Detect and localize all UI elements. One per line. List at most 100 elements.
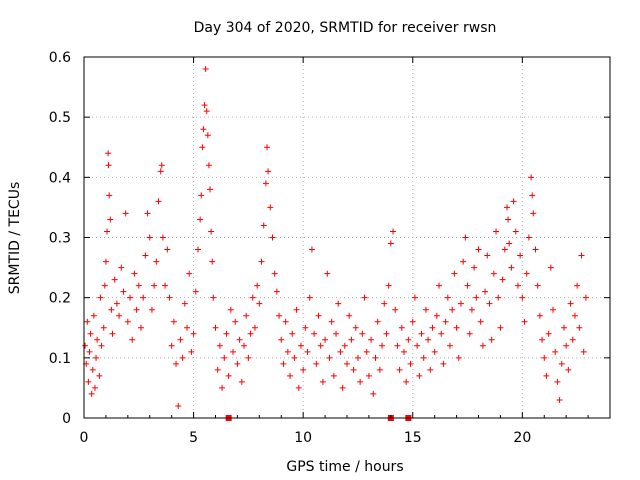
data-point bbox=[440, 360, 447, 367]
chart-title: Day 304 of 2020, SRMTID for receiver rws… bbox=[194, 20, 497, 36]
data-point bbox=[204, 132, 211, 139]
data-point bbox=[468, 306, 475, 313]
data-point bbox=[284, 348, 291, 355]
data-point bbox=[230, 348, 237, 355]
x-axis-label: GPS time / hours bbox=[286, 459, 403, 475]
data-point bbox=[529, 192, 536, 199]
x-tick-label: 10 bbox=[294, 430, 312, 446]
data-point bbox=[124, 318, 131, 325]
data-point bbox=[186, 270, 193, 277]
data-point bbox=[289, 330, 296, 337]
data-point bbox=[344, 360, 350, 367]
data-point bbox=[525, 234, 532, 241]
data-point bbox=[98, 342, 105, 349]
data-point bbox=[517, 252, 524, 259]
data-point bbox=[354, 354, 361, 361]
data-point bbox=[166, 294, 173, 301]
data-point bbox=[300, 366, 307, 373]
data-point bbox=[225, 372, 232, 379]
y-tick-label: 0.6 bbox=[49, 50, 71, 66]
data-point bbox=[346, 312, 353, 319]
data-point bbox=[503, 204, 510, 211]
data-point bbox=[155, 198, 162, 205]
data-point bbox=[493, 228, 500, 235]
data-point bbox=[109, 330, 116, 337]
data-point bbox=[365, 372, 372, 379]
axis-ticks: 0 0.1 0.2 0.3 0.4 0.5 0.6 0 5 10 15 20 bbox=[49, 50, 611, 446]
data-point bbox=[192, 288, 199, 295]
data-point bbox=[552, 348, 559, 355]
data-point bbox=[447, 342, 454, 349]
data-point bbox=[207, 186, 214, 193]
data-point bbox=[234, 360, 241, 367]
data-point bbox=[436, 282, 443, 289]
grid-lines bbox=[84, 57, 610, 418]
data-point bbox=[433, 312, 440, 319]
data-point bbox=[457, 300, 464, 307]
x-tick-label: 15 bbox=[404, 430, 422, 446]
data-point bbox=[177, 336, 184, 343]
data-point bbox=[232, 318, 239, 325]
data-point bbox=[287, 372, 294, 379]
data-point bbox=[414, 342, 421, 349]
data-point bbox=[106, 192, 113, 199]
data-point bbox=[563, 342, 570, 349]
data-point bbox=[273, 288, 280, 295]
data-point bbox=[337, 348, 344, 355]
data-point bbox=[84, 318, 91, 325]
data-point bbox=[236, 336, 243, 343]
data-point bbox=[157, 168, 164, 175]
data-point bbox=[168, 342, 175, 349]
data-point bbox=[475, 246, 482, 253]
data-point bbox=[111, 276, 118, 283]
data-point bbox=[449, 306, 456, 313]
data-point bbox=[262, 180, 269, 187]
data-point bbox=[170, 318, 177, 325]
data-point bbox=[523, 270, 530, 277]
data-point bbox=[400, 348, 407, 355]
data-point bbox=[385, 282, 392, 289]
x-tick-label: 20 bbox=[513, 430, 531, 446]
data-point bbox=[146, 234, 153, 241]
data-point bbox=[425, 336, 432, 343]
data-point bbox=[86, 348, 93, 355]
data-point bbox=[102, 258, 109, 265]
data-point bbox=[497, 324, 504, 331]
data-point bbox=[89, 366, 96, 373]
data-point bbox=[85, 378, 92, 385]
data-point bbox=[582, 294, 589, 301]
data-point bbox=[108, 306, 115, 313]
data-point bbox=[151, 282, 158, 289]
data-point bbox=[495, 294, 502, 301]
data-point bbox=[427, 366, 434, 373]
data-point bbox=[210, 294, 217, 301]
data-point bbox=[96, 372, 103, 379]
data-point bbox=[418, 330, 425, 337]
data-point bbox=[528, 174, 535, 181]
data-point bbox=[91, 384, 98, 391]
data-point bbox=[376, 366, 383, 373]
data-point bbox=[576, 324, 583, 331]
data-point bbox=[477, 318, 484, 325]
data-point bbox=[532, 246, 539, 253]
data-point bbox=[107, 216, 114, 223]
data-point bbox=[93, 354, 100, 361]
data-point bbox=[521, 318, 528, 325]
data-point bbox=[260, 222, 267, 229]
data-point bbox=[368, 336, 375, 343]
data-point bbox=[486, 300, 493, 307]
data-point bbox=[444, 294, 451, 301]
data-point bbox=[162, 282, 169, 289]
y-tick-label: 0.4 bbox=[49, 170, 71, 186]
data-point bbox=[471, 264, 478, 271]
data-point bbox=[278, 336, 285, 343]
data-point bbox=[311, 330, 318, 337]
data-point bbox=[394, 342, 401, 349]
data-point bbox=[201, 102, 208, 109]
data-point bbox=[510, 198, 517, 205]
data-point bbox=[543, 372, 550, 379]
data-point bbox=[122, 210, 129, 217]
data-point bbox=[153, 258, 160, 265]
data-point bbox=[118, 264, 125, 271]
data-point bbox=[135, 282, 142, 289]
